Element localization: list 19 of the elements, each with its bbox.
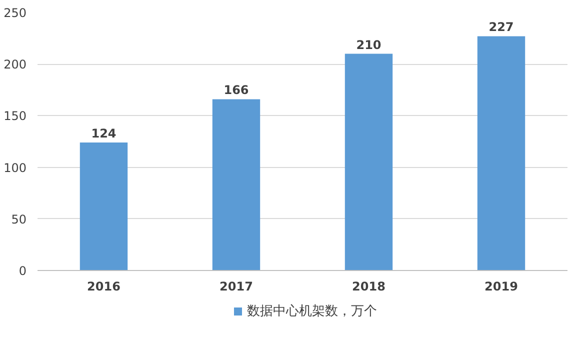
y-tick-label: 50 <box>11 212 27 226</box>
bar <box>344 54 393 270</box>
x-tick-label: 2019 <box>484 280 518 294</box>
data-label: 210 <box>356 38 382 52</box>
y-tick-label: 0 <box>18 264 27 278</box>
bar <box>477 36 526 270</box>
x-tick-label: 2018 <box>352 280 386 294</box>
y-tick-label: 200 <box>4 58 26 72</box>
data-label: 227 <box>488 20 514 34</box>
data-label: 166 <box>224 83 249 98</box>
data-label: 124 <box>91 126 116 141</box>
bar <box>80 142 128 270</box>
y-tick-label: 250 <box>4 6 26 20</box>
y-tick-label: 150 <box>4 109 26 124</box>
y-tick-label: 100 <box>4 160 26 175</box>
bar <box>212 99 260 270</box>
x-tick-label: 2017 <box>220 280 253 294</box>
x-tick-label: 2016 <box>87 280 120 294</box>
legend-label: 数据中心机架数，万个 <box>247 303 377 320</box>
